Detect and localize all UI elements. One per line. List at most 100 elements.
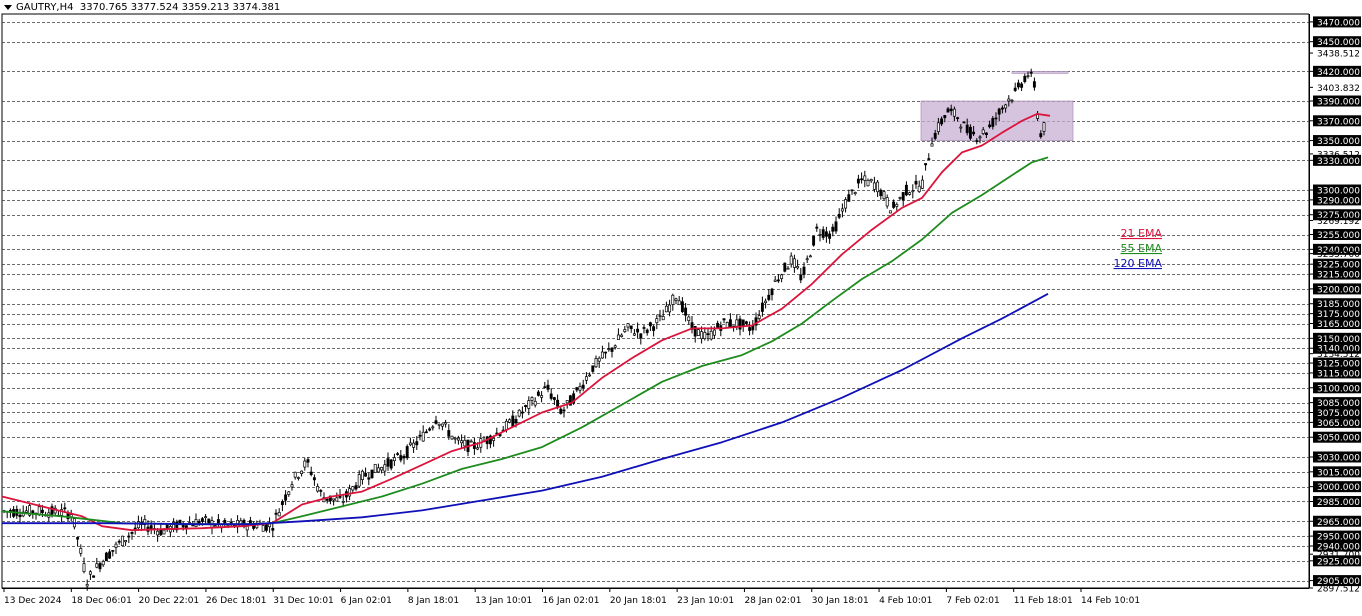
y-tick-label: 2905.000	[1317, 577, 1360, 587]
y-tick-label: 2925.000	[1317, 557, 1360, 567]
candle-body	[642, 327, 646, 329]
candle-body	[802, 266, 806, 275]
y-tick-label: 3075.000	[1317, 409, 1360, 419]
candle-body	[773, 279, 777, 282]
candle-body	[578, 386, 582, 391]
candle-body	[194, 519, 198, 527]
candle-body	[412, 442, 416, 448]
candle-body	[837, 213, 841, 218]
y-label-box	[1313, 495, 1361, 507]
candle-body	[946, 108, 950, 113]
y-label-box	[1313, 229, 1361, 241]
candle-body	[28, 505, 32, 516]
candle-body	[492, 437, 496, 441]
candle-body	[888, 210, 892, 214]
candle-body	[117, 540, 121, 543]
candle-body	[604, 351, 608, 354]
candle-body	[248, 520, 252, 524]
candle-body	[136, 521, 140, 529]
candle-body	[978, 136, 982, 139]
candle-body	[853, 192, 857, 195]
y-label-box	[1313, 397, 1361, 409]
candle-body	[610, 347, 614, 352]
candle-body	[613, 345, 617, 348]
x-tick-label: 20 Dec 22:01	[139, 596, 200, 606]
candle-body	[370, 469, 374, 479]
ema-line-21-ema	[1, 113, 1051, 532]
y-tick-label: 3269.192	[1317, 217, 1360, 227]
candle-body	[815, 226, 819, 229]
candle-body	[408, 442, 412, 446]
candle-body	[82, 563, 86, 572]
y-label-box	[1313, 65, 1361, 77]
y-tick-label: 3050.000	[1317, 434, 1360, 444]
candle-body	[668, 304, 672, 313]
candle-body	[383, 464, 387, 472]
candle-body	[975, 140, 979, 143]
candle-body	[709, 330, 713, 340]
candle-body	[648, 322, 652, 327]
candle-body	[389, 459, 393, 469]
candle-body	[245, 526, 249, 531]
candle-body	[434, 420, 438, 424]
candle-body	[943, 115, 947, 119]
candle-body	[940, 118, 944, 125]
candle-body	[901, 192, 905, 201]
y-label-box	[1313, 194, 1361, 206]
candle-body	[488, 435, 492, 445]
candle-body	[108, 551, 112, 559]
candle-body	[463, 439, 467, 447]
x-tick-label: 4 Feb 10:01	[879, 596, 932, 606]
candle-body	[908, 192, 912, 195]
candle-body	[965, 124, 969, 134]
y-label-box	[1313, 575, 1361, 587]
candle-body	[760, 302, 764, 312]
candle-body	[1000, 107, 1004, 110]
y-tick-label: 2950.000	[1317, 533, 1360, 543]
x-tick-label: 23 Jan 10:01	[677, 596, 734, 606]
candle-body	[735, 319, 739, 327]
candle-body	[415, 441, 419, 446]
candle-body	[664, 305, 668, 313]
candle-body	[271, 528, 275, 531]
candle-body	[748, 327, 752, 331]
candle-body	[514, 419, 518, 424]
candle-body	[367, 477, 371, 480]
y-tick-label: 3255.000	[1317, 231, 1360, 241]
y-tick-label: 3370.000	[1317, 117, 1360, 127]
candle-body	[930, 143, 934, 147]
dropdown-triangle-icon[interactable]	[4, 4, 12, 10]
candle-body	[277, 512, 281, 517]
x-tick-label: 16 Jan 02:01	[543, 596, 600, 606]
y-label-box	[1313, 268, 1361, 280]
candle-body	[607, 348, 611, 351]
y-tick-label: 3115.000	[1317, 369, 1360, 379]
candle-body	[725, 321, 729, 328]
candle-body	[1039, 133, 1043, 138]
candle-body	[124, 539, 128, 543]
candle-body	[661, 316, 665, 321]
candle-body	[575, 387, 579, 391]
candle-body	[101, 560, 105, 566]
candle-body	[453, 437, 457, 440]
candle-body	[568, 395, 572, 406]
candle-body	[1004, 104, 1008, 109]
candle-body	[754, 317, 758, 326]
y-tick-label: 3240.000	[1317, 246, 1360, 256]
y-label-box	[1313, 416, 1361, 428]
candle-body	[687, 316, 691, 321]
candle-body	[520, 411, 524, 414]
candle-body	[40, 509, 44, 513]
ohlc-readout: 3370.765 3377.524 3359.213 3374.381	[79, 2, 281, 13]
y-label-box	[1313, 515, 1361, 527]
candle-body	[844, 199, 848, 209]
y-tick-label: 3200.000	[1317, 285, 1360, 295]
candle-body	[543, 386, 547, 389]
candle-body	[536, 391, 540, 396]
candle-body	[98, 563, 102, 570]
y-label-box	[1313, 357, 1361, 369]
candle-body	[508, 419, 512, 423]
candle-body	[597, 357, 601, 362]
